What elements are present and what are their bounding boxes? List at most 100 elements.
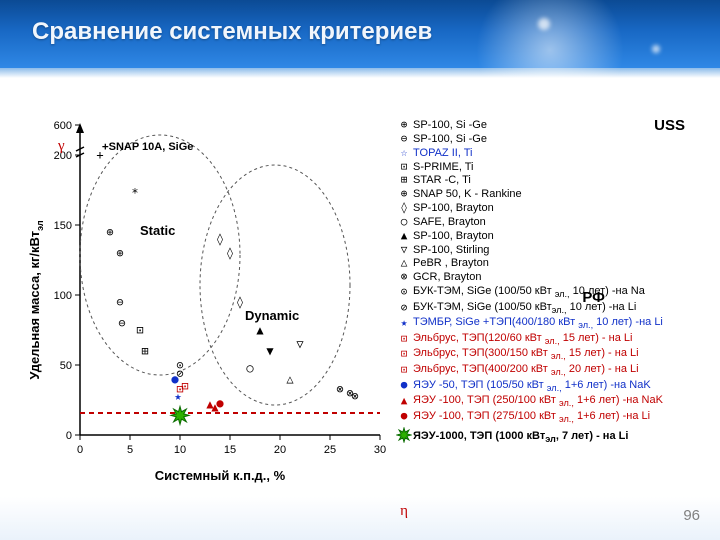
legend-marker: ⊘ (395, 301, 413, 316)
legend-marker: ◊ (395, 201, 413, 216)
legend-label: PeBR , Brayton (413, 256, 489, 271)
svg-text:●: ● (216, 396, 224, 410)
legend-marker: ⊕ (395, 187, 413, 202)
chart: γ η 051015202530050100150200600 StaticDy… (25, 110, 400, 490)
legend-marker: ★ (395, 316, 413, 331)
legend-label: S-PRIME, Ti (413, 160, 474, 175)
legend-row: ⊘БУК-ТЭМ, SiGe (100/50 кВтэл., 10 лет) -… (395, 300, 710, 317)
legend-label: SAFE, Brayton (413, 215, 486, 230)
legend-label: SP-100, Si -Ge (413, 132, 487, 147)
legend-row: ●ЯЭУ -50, ТЭП (105/50 кВт эл., 1+6 лет) … (395, 378, 710, 395)
legend-label: ЯЭУ -100, ТЭП (250/100 кВт эл., 1+6 лет)… (413, 393, 663, 410)
svg-text:⊕: ⊕ (116, 246, 123, 260)
legend-label: GCR, Brayton (413, 270, 481, 285)
svg-text:⊡: ⊡ (181, 379, 188, 393)
legend-row: ◊SP-100, Brayton (395, 201, 710, 216)
svg-text:25: 25 (324, 444, 336, 456)
legend-label: ЯЭУ-1000, ТЭП (1000 кВтэл, 7 лет) - на L… (413, 429, 628, 446)
sparkle-icon (538, 18, 550, 30)
legend-row: ○SAFE, Brayton (395, 215, 710, 230)
legend-row: ⊡Эльбрус, ТЭП(400/200 кВт эл., 20 лет) -… (395, 362, 710, 379)
legend-label: ТЭМБР, SiGe +ТЭП(400/180 кВт эл., 10 лет… (413, 315, 663, 332)
legend-label: SNAP 50, K - Rankine (413, 187, 522, 202)
svg-text:△: △ (286, 372, 294, 386)
legend-marker (395, 427, 413, 448)
slide: Сравнение системных критериев 96 γ η 0 5 1… (0, 0, 720, 540)
legend-label: ЯЭУ -50, ТЭП (105/50 кВт эл., 1+6 лет) -… (413, 378, 651, 395)
svg-text:*: * (131, 186, 138, 200)
legend-row: ▲ЯЭУ -100, ТЭП (250/100 кВт эл., 1+6 лет… (395, 393, 710, 410)
legend-row: ☆TOPAZ II, Ti (395, 146, 710, 161)
legend-label: SP-100, Brayton (413, 201, 494, 216)
legend-marker: ⊙ (395, 285, 413, 300)
svg-text:0: 0 (77, 444, 83, 456)
legend-row: ▽SP-100, Stirling (395, 243, 710, 258)
svg-text:20: 20 (274, 444, 286, 456)
legend-marker: ○ (395, 215, 413, 230)
legend-marker: ▲ (395, 394, 413, 409)
svg-text:◊: ◊ (236, 295, 243, 309)
legend: USS РФ ⊕SP-100, Si -Ge⊖SP-100, Si -Ge☆TO… (395, 118, 710, 447)
svg-text:0: 0 (66, 430, 72, 442)
svg-text:⊖: ⊖ (116, 295, 123, 309)
svg-text:100: 100 (54, 290, 72, 302)
svg-text:⊕: ⊕ (106, 225, 113, 239)
legend-label: SP-100, Si -Ge (413, 118, 487, 133)
x-axis-label: Системный к.п.д., % (155, 468, 286, 483)
legend-marker: ⊕ (395, 118, 413, 133)
legend-label: TOPAZ II, Ti (413, 146, 473, 161)
legend-label: ЯЭУ -100, ТЭП (275/100 кВт эл., 1+6 лет)… (413, 409, 650, 426)
svg-text:★: ★ (174, 389, 181, 403)
svg-text:○: ○ (246, 361, 253, 375)
svg-text:◊: ◊ (216, 232, 223, 246)
legend-label: Эльбрус, ТЭП(120/60 кВт эл., 15 лет) - н… (413, 331, 632, 348)
page-number: 96 (683, 507, 700, 524)
svg-text:600: 600 (54, 120, 72, 132)
svg-text:▽: ▽ (296, 337, 304, 351)
legend-row: ⊗GCR, Brayton (395, 270, 710, 285)
eta-symbol: η (400, 503, 408, 520)
svg-text:▲: ▲ (256, 323, 264, 337)
legend-marker: ⊗ (395, 270, 413, 285)
legend-row: ⊡Эльбрус, ТЭП(300/150 кВт эл., 15 лет) -… (395, 346, 710, 363)
country-rf: РФ (582, 288, 605, 308)
legend-marker: ⊡ (395, 363, 413, 378)
legend-label: Эльбрус, ТЭП(400/200 кВт эл., 20 лет) - … (413, 362, 639, 379)
svg-text:⊞: ⊞ (141, 344, 148, 358)
svg-text:10: 10 (174, 444, 186, 456)
ribbon (0, 68, 720, 78)
gamma-symbol: γ (58, 138, 65, 155)
svg-text:Static: Static (140, 223, 175, 238)
y-axis-label: Удельная масса, кг/кВтэл (27, 220, 45, 379)
svg-text:15: 15 (224, 444, 236, 456)
svg-text:150: 150 (54, 220, 72, 232)
svg-text:50: 50 (60, 360, 72, 372)
svg-text:5: 5 (127, 444, 133, 456)
legend-label: SP-100, Brayton (413, 229, 494, 244)
svg-text:▼: ▼ (266, 344, 274, 358)
legend-row: ⊡Эльбрус, ТЭП(120/60 кВт эл., 15 лет) - … (395, 331, 710, 348)
legend-row: ●ЯЭУ -100, ТЭП (275/100 кВт эл., 1+6 лет… (395, 409, 710, 426)
svg-text:30: 30 (374, 444, 386, 456)
legend-label: SP-100, Stirling (413, 243, 489, 258)
page-title: Сравнение системных критериев (32, 18, 432, 46)
legend-label: Эльбрус, ТЭП(300/150 кВт эл., 15 лет) - … (413, 346, 639, 363)
legend-marker: ⊡ (395, 332, 413, 347)
sparkle-icon (652, 45, 660, 53)
legend-marker: △ (395, 256, 413, 271)
svg-text:⊗: ⊗ (351, 389, 358, 403)
svg-text:⊗: ⊗ (336, 382, 343, 396)
legend-marker: ▽ (395, 243, 413, 258)
svg-text:Dynamic: Dynamic (245, 308, 299, 323)
legend-label: БУК-ТЭМ, SiGe (100/50 кВт эл., 10 лет) -… (413, 284, 645, 301)
legend-label: STAR -C, Ti (413, 173, 471, 188)
legend-marker: ● (395, 378, 413, 393)
svg-text:◊: ◊ (226, 246, 233, 260)
legend-row: ⊙БУК-ТЭМ, SiGe (100/50 кВт эл., 10 лет) … (395, 284, 710, 301)
legend-marker: ⊞ (395, 173, 413, 188)
country-us: USS (654, 116, 685, 136)
legend-row: ▲SP-100, Brayton (395, 229, 710, 244)
svg-text:⊡: ⊡ (136, 323, 143, 337)
legend-marker: ● (395, 409, 413, 424)
legend-row: ⊕SNAP 50, K - Rankine (395, 187, 710, 202)
